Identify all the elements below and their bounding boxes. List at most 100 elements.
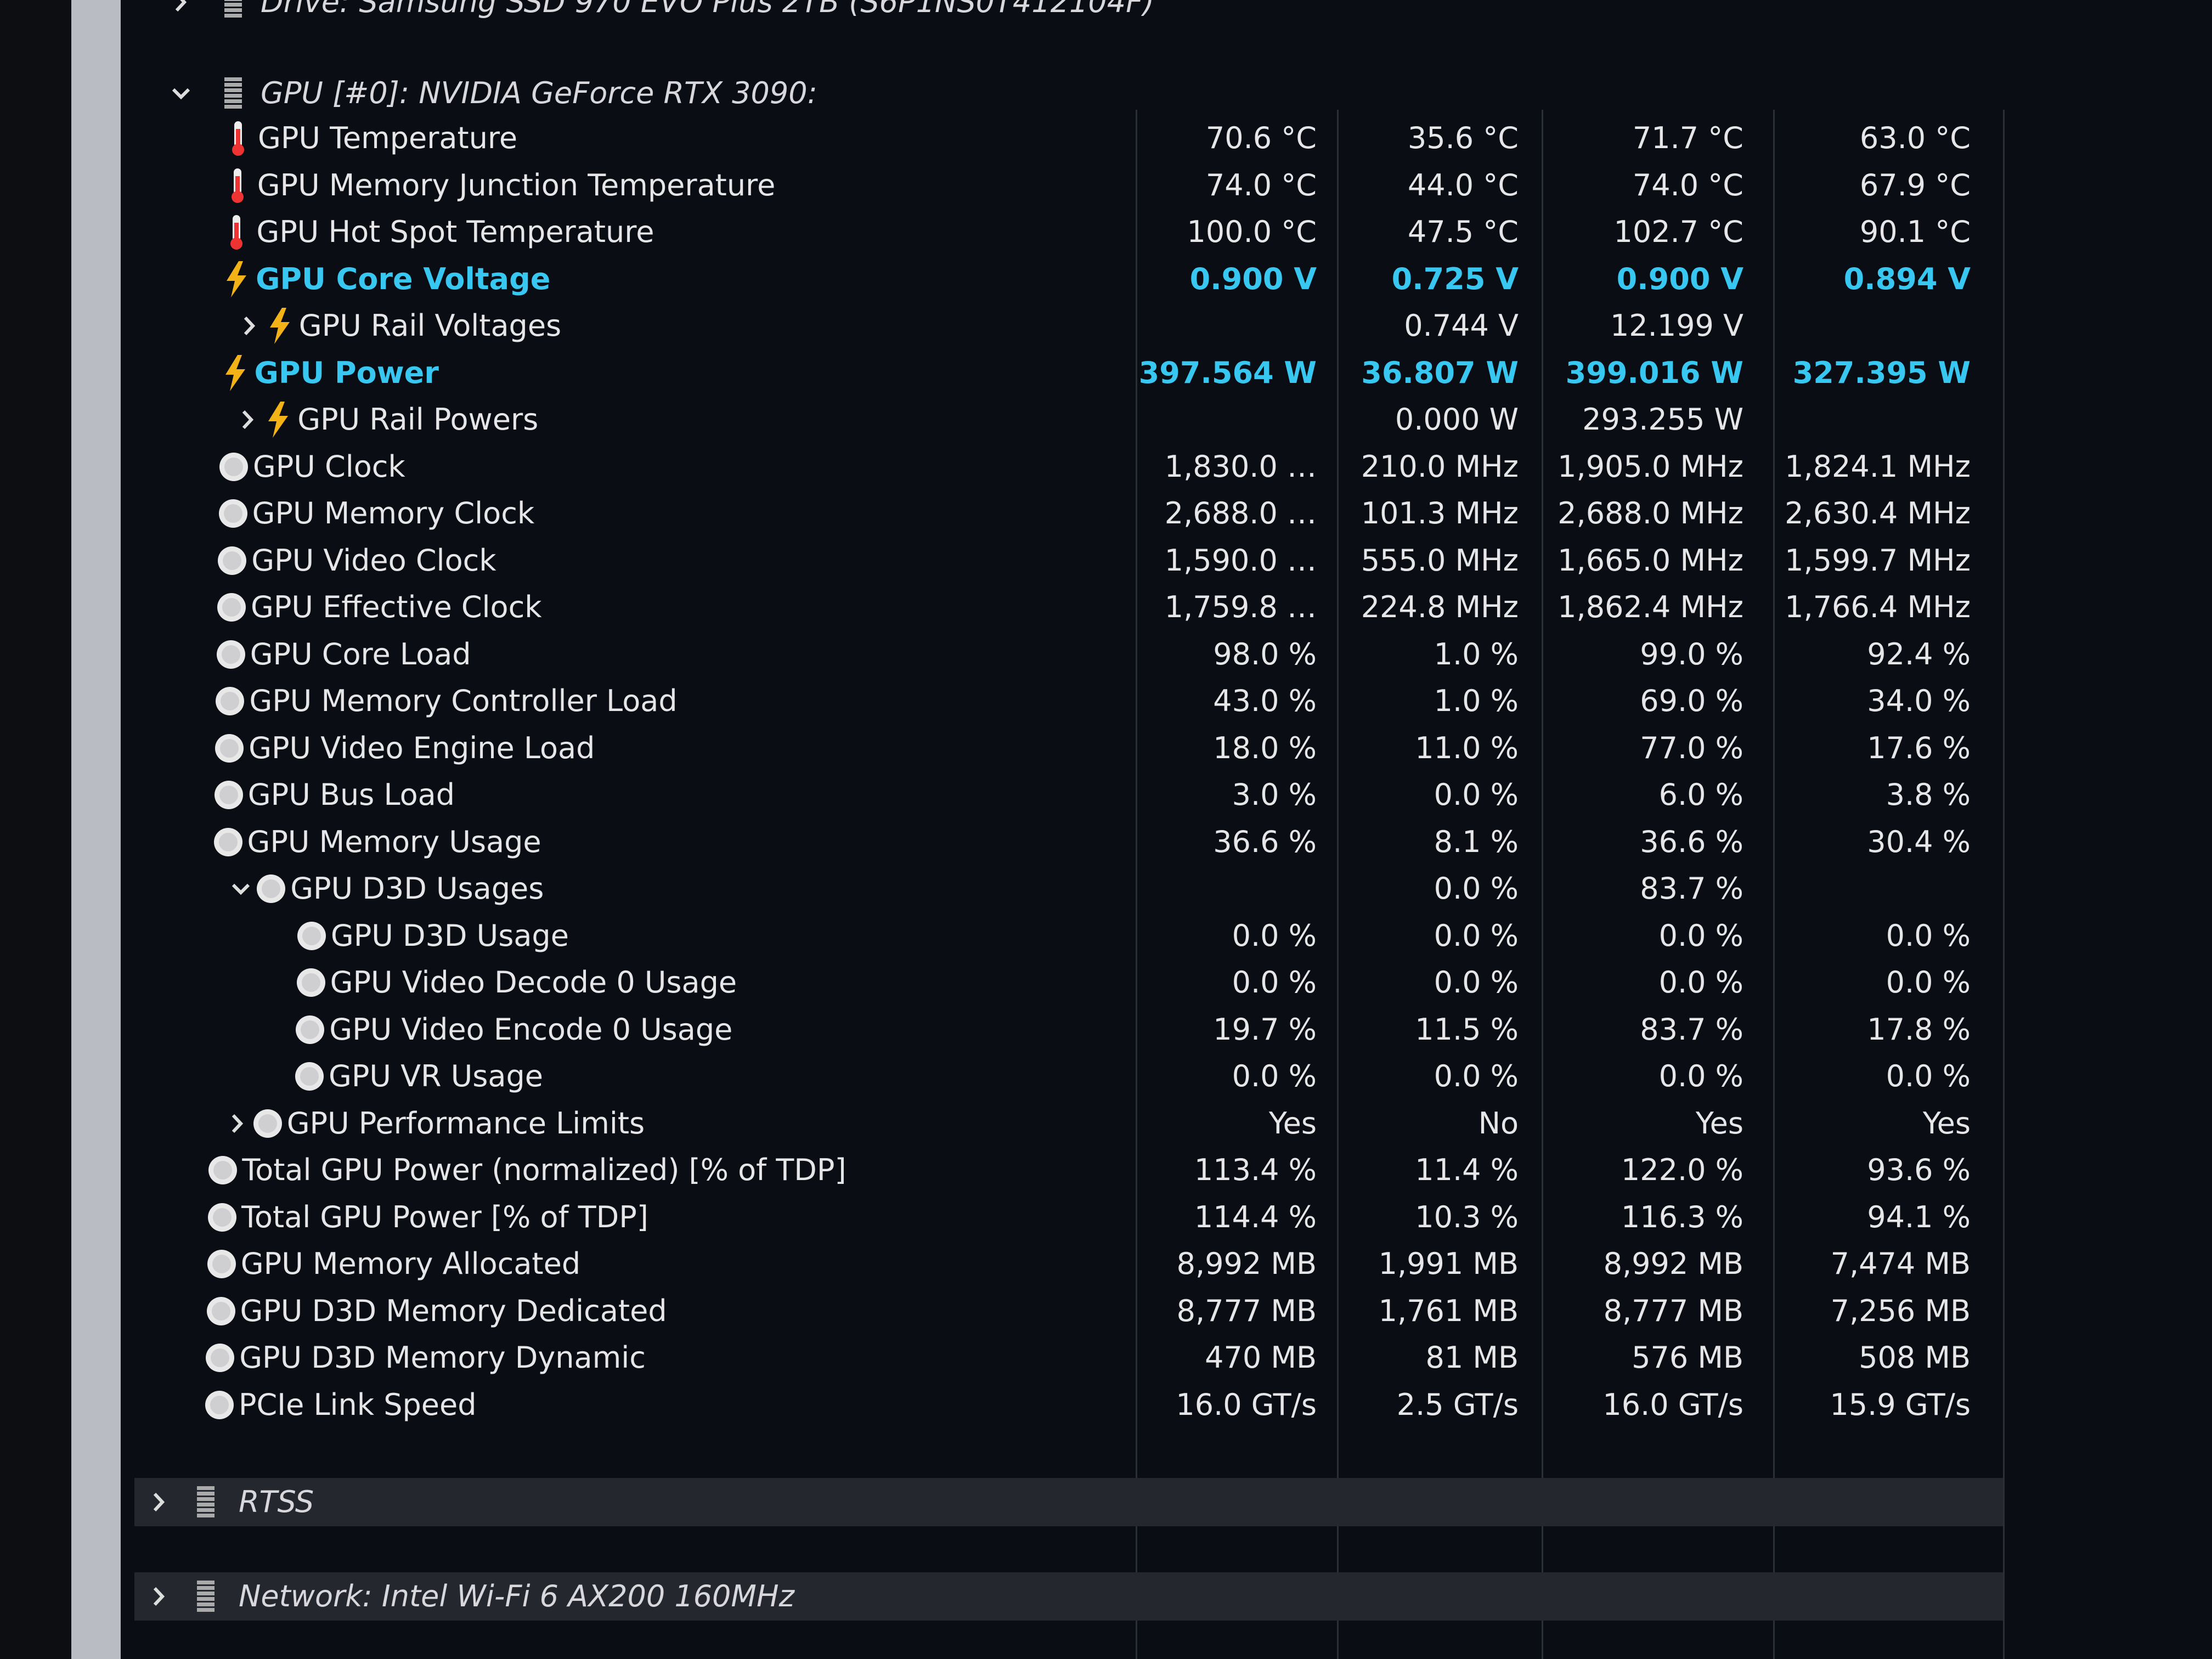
sensor-label: Total GPU Power (normalized) [% of TDP] (242, 1153, 847, 1187)
sensor-value: 43.0 % (1213, 684, 1317, 718)
expander-glyph[interactable] (148, 1573, 170, 1620)
sensor-value: 11.4 % (1415, 1153, 1519, 1187)
sensor-label: GPU Core Load (250, 636, 471, 672)
expander[interactable] (230, 865, 252, 912)
sensor-value: 0.000 W (1395, 402, 1519, 437)
sensor-value: 0.0 % (1658, 1059, 1743, 1093)
column-divider (1542, 110, 1543, 1659)
sensor-label: GPU Video Encode 0 Usage (329, 1012, 733, 1047)
sensor-value: 77.0 % (1640, 730, 1743, 765)
voltage-icon (225, 354, 245, 391)
sensor-value: 0.0 % (1886, 918, 1971, 953)
sensor-value: 17.8 % (1867, 1012, 1971, 1047)
other-icon (295, 1062, 324, 1091)
expander[interactable] (239, 302, 261, 349)
expander[interactable] (237, 396, 259, 443)
column-divider (1337, 110, 1339, 1659)
sensor-label: GPU Memory Junction Temperature (257, 167, 776, 202)
sensor-value: 92.4 % (1867, 636, 1971, 672)
sensor-value: 0.0 % (1886, 965, 1971, 1000)
sensor-value: 2,688.0 MHz (1558, 496, 1743, 531)
sensor-label: GPU D3D Memory Dedicated (240, 1293, 667, 1328)
expander[interactable] (227, 1100, 249, 1147)
bezel (0, 0, 71, 1659)
sensor-value: 1,665.0 MHz (1558, 543, 1743, 578)
sensor-value: 224.8 MHz (1361, 590, 1519, 624)
expander[interactable] (170, 0, 192, 26)
sensor-value: 1.0 % (1434, 684, 1519, 718)
sensor-value: 70.6 °C (1205, 121, 1317, 155)
sensor-label: GPU Memory Clock (252, 496, 535, 531)
sensor-label: PCIe Link Speed (238, 1387, 477, 1422)
sensor-value: 69.0 % (1640, 684, 1743, 718)
sensor-value: 1,761 MB (1378, 1293, 1519, 1328)
expander-glyph[interactable] (170, 0, 192, 26)
other-icon (207, 1250, 236, 1278)
expander-glyph[interactable] (170, 70, 192, 117)
group-title: Drive: Samsung SSD 970 EVO Plus 2TB (S6P… (261, 0, 1155, 19)
sensor-value: 93.6 % (1867, 1153, 1971, 1187)
sensor-value: 83.7 % (1640, 1012, 1743, 1047)
group-band (134, 1478, 2003, 1526)
sensor-label: GPU Temperature (258, 121, 518, 155)
sensor-label: GPU Rail Voltages (298, 308, 562, 343)
sensor-value: 0.900 V (1616, 261, 1743, 296)
sensor-value: 36.6 % (1213, 824, 1317, 859)
sensor-value: Yes (1268, 1105, 1317, 1141)
other-icon (208, 1203, 237, 1232)
sensor-label: GPU Video Clock (251, 543, 496, 578)
expander-glyph[interactable] (230, 865, 252, 912)
sensor-value: 7,256 MB (1830, 1293, 1971, 1328)
sensor-value: 2,630.4 MHz (1785, 496, 1971, 531)
sensor-value: 8,992 MB (1176, 1246, 1317, 1281)
sensor-value: 1,862.4 MHz (1558, 590, 1743, 624)
other-icon (219, 452, 248, 481)
sensor-value: 17.6 % (1867, 730, 1971, 765)
expander[interactable] (170, 70, 192, 117)
group-icon (224, 77, 242, 109)
expander[interactable] (148, 1479, 170, 1526)
sensor-value: 2.5 GT/s (1396, 1387, 1519, 1422)
sensor-value: 0.0 % (1658, 965, 1743, 1000)
sensor-value: 3.8 % (1886, 777, 1971, 812)
other-icon (216, 640, 245, 669)
group-icon (197, 1486, 215, 1517)
expander[interactable] (148, 1573, 170, 1620)
sensor-value: Yes (1922, 1105, 1971, 1141)
column-divider (1136, 110, 1137, 1659)
expander-glyph[interactable] (239, 302, 261, 349)
sensor-value: 397.564 W (1138, 355, 1317, 390)
expander-glyph[interactable] (227, 1100, 249, 1147)
sensor-label: GPU Clock (252, 449, 405, 484)
sensor-value: 0.744 V (1404, 308, 1519, 343)
sensor-label: GPU D3D Usages (290, 871, 544, 906)
sensor-value: 0.0 % (1232, 918, 1317, 953)
sensor-value: 99.0 % (1640, 636, 1743, 672)
sensor-value: 63.0 °C (1859, 121, 1971, 155)
sensor-value: 1,759.8 … (1164, 590, 1317, 624)
group-title: GPU [#0]: NVIDIA GeForce RTX 3090: (261, 76, 817, 110)
sensor-value: 1,590.0 … (1164, 543, 1317, 578)
expander-glyph[interactable] (148, 1479, 170, 1526)
sensor-value: 0.0 % (1434, 1059, 1519, 1093)
group-title: RTSS (239, 1485, 314, 1519)
sensor-label: GPU Video Engine Load (249, 730, 595, 765)
sensor-value: 16.0 GT/s (1602, 1387, 1743, 1422)
sensor-value: 34.0 % (1867, 684, 1971, 718)
sensor-value: 18.0 % (1213, 730, 1317, 765)
sensor-label: GPU Memory Allocated (240, 1246, 581, 1281)
other-icon (208, 1156, 238, 1184)
sensor-value: 36.807 W (1361, 355, 1519, 390)
sensor-value: 19.7 % (1213, 1012, 1317, 1047)
temperature-icon (230, 215, 243, 250)
sensor-pane (121, 0, 2212, 1659)
sensor-value: 0.0 % (1232, 965, 1317, 1000)
sensor-value: 0.0 % (1434, 777, 1519, 812)
expander-glyph[interactable] (237, 396, 259, 443)
window-frame (71, 0, 121, 1659)
column-divider (1773, 110, 1775, 1659)
group-icon (197, 1581, 215, 1612)
sensor-label: GPU Core Voltage (256, 261, 551, 296)
other-icon (253, 1109, 282, 1138)
temperature-icon (231, 168, 244, 203)
